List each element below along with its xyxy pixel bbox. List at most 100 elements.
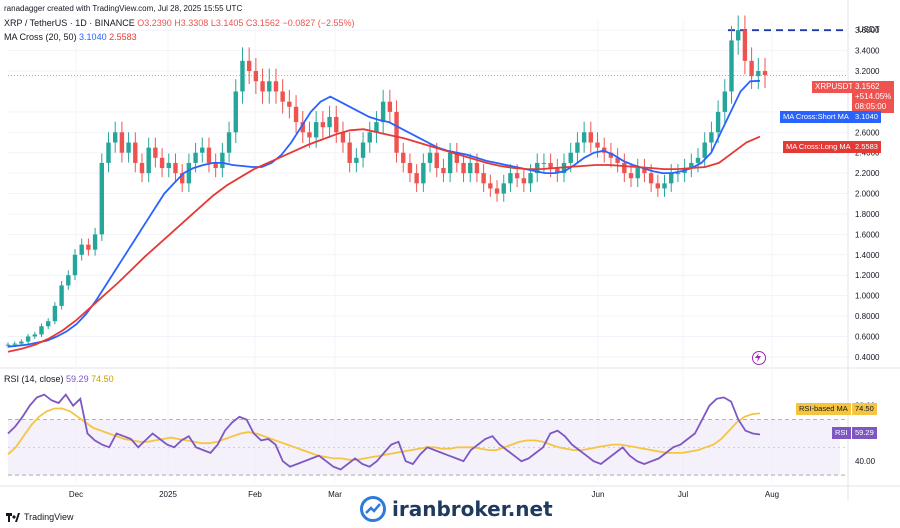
candle-body — [608, 152, 614, 158]
candle-body — [461, 162, 466, 174]
ma-long-line — [7, 128, 761, 353]
candle-body — [253, 71, 259, 82]
moving-averages — [7, 79, 761, 471]
ohlc-close: C3.1562 — [245, 18, 280, 28]
candle-body — [119, 132, 125, 153]
price-tick-label: 1.8000 — [855, 210, 880, 219]
candle-body — [675, 173, 681, 175]
price-tick-label: 2.0000 — [855, 190, 880, 199]
candle-body — [112, 132, 118, 143]
rsi-line — [7, 393, 761, 471]
candle-body — [320, 122, 326, 128]
price-tick-label: 1.0000 — [855, 292, 880, 301]
price-tick-label: 3.2000 — [855, 67, 880, 76]
rsi-tick-label: 40.00 — [855, 457, 876, 466]
candle-body — [206, 147, 212, 163]
candle-body — [635, 168, 640, 179]
candle-body — [715, 111, 721, 133]
watermark: iranbroker.net — [360, 496, 553, 522]
tradingview-brand[interactable]: TradingView — [6, 512, 74, 522]
rsi-legend[interactable]: RSI (14, close) 59.29 74.50 — [4, 374, 114, 384]
candle-body — [313, 122, 319, 138]
candle-body — [494, 188, 500, 194]
candle-body — [307, 132, 312, 138]
symbol-line: XRP / TetherUS · 1D · BINANCE O3.2390 H3… — [4, 18, 355, 28]
candle-body — [126, 142, 131, 153]
candle-body — [360, 142, 366, 158]
candle-body — [407, 162, 413, 174]
candle-body — [146, 147, 151, 174]
x-tick-label: Aug — [765, 490, 779, 499]
candle-body — [414, 173, 419, 184]
candle-body — [535, 162, 540, 174]
candle-body — [213, 162, 218, 169]
candle-body — [193, 152, 198, 163]
ma-short-line — [7, 79, 761, 348]
candle-body — [226, 132, 232, 153]
candle-body — [387, 101, 393, 112]
trend-icon — [360, 496, 386, 522]
x-tick-label: Jun — [592, 490, 605, 499]
tradingview-label: TradingView — [24, 512, 74, 522]
price-tick-label: 3.6000 — [855, 26, 880, 35]
lightning-icon[interactable] — [752, 351, 766, 365]
candle-body — [139, 162, 145, 174]
candle-body — [246, 60, 252, 72]
price-tick-label: 2.6000 — [855, 128, 880, 137]
ma-legend[interactable]: MA Cross (20, 50) 3.1040 2.5583 — [4, 32, 137, 42]
candle-body — [159, 157, 165, 169]
candle-body — [401, 152, 406, 163]
candle-body — [427, 152, 433, 163]
price-tick-label: 2.4000 — [855, 149, 880, 158]
candle-body — [86, 244, 91, 250]
ma-short-tag-label: MA Cross:Short MA — [780, 111, 852, 123]
price-tick-label: 0.4000 — [855, 353, 880, 362]
candle-body — [702, 142, 707, 158]
candle-body — [186, 162, 192, 184]
candle-body — [106, 142, 111, 163]
candle-body — [434, 152, 439, 169]
candle-body — [481, 173, 486, 184]
candle-body — [468, 162, 473, 174]
candle-body — [367, 132, 372, 143]
candle-body — [642, 168, 647, 174]
candle-body — [354, 157, 359, 163]
candle-body — [669, 173, 674, 184]
candle-body — [709, 132, 714, 143]
candle-body — [59, 285, 64, 306]
candle-body — [380, 101, 386, 123]
candle-body — [736, 30, 741, 41]
candle-body — [267, 81, 272, 92]
price-tick-label: 0.6000 — [855, 332, 880, 341]
symbol-tag-name: XRPUSDT — [815, 82, 854, 91]
symbol-price-tag: XRPUSDT — [812, 81, 857, 93]
ma-long-tag-label: MA Cross:Long MA — [783, 141, 854, 153]
candle-body — [628, 173, 634, 179]
candle-body — [66, 275, 71, 286]
rsi-tag-label: RSI — [832, 427, 851, 439]
candle-body — [287, 101, 292, 107]
candle-body — [568, 152, 573, 163]
candle-body — [595, 142, 600, 148]
symbol-name: XRP / TetherUS · 1D · BINANCE — [4, 18, 135, 28]
candle-body — [99, 162, 104, 235]
candle-body — [173, 162, 178, 174]
x-tick-label: 2025 — [159, 490, 177, 499]
price-tag-pct: +514.05% — [855, 92, 892, 101]
x-tick-label: Feb — [248, 490, 262, 499]
candle-body — [79, 244, 84, 255]
candle-body — [474, 162, 480, 174]
candle-body — [153, 147, 158, 158]
rsi-ma-legend-value: 74.50 — [91, 374, 114, 384]
candle-body — [347, 142, 352, 163]
price-tick-label: 0.8000 — [855, 312, 880, 321]
candle-body — [421, 162, 426, 184]
ohlc-change: −0.0827 (−2.55%) — [282, 18, 355, 28]
price-tick-label: 3.4000 — [855, 47, 880, 56]
candle-body — [166, 162, 171, 169]
candle-body — [615, 157, 620, 163]
candle-body — [72, 254, 78, 276]
candle-body — [548, 162, 553, 169]
price-tick-label: 1.4000 — [855, 251, 880, 260]
